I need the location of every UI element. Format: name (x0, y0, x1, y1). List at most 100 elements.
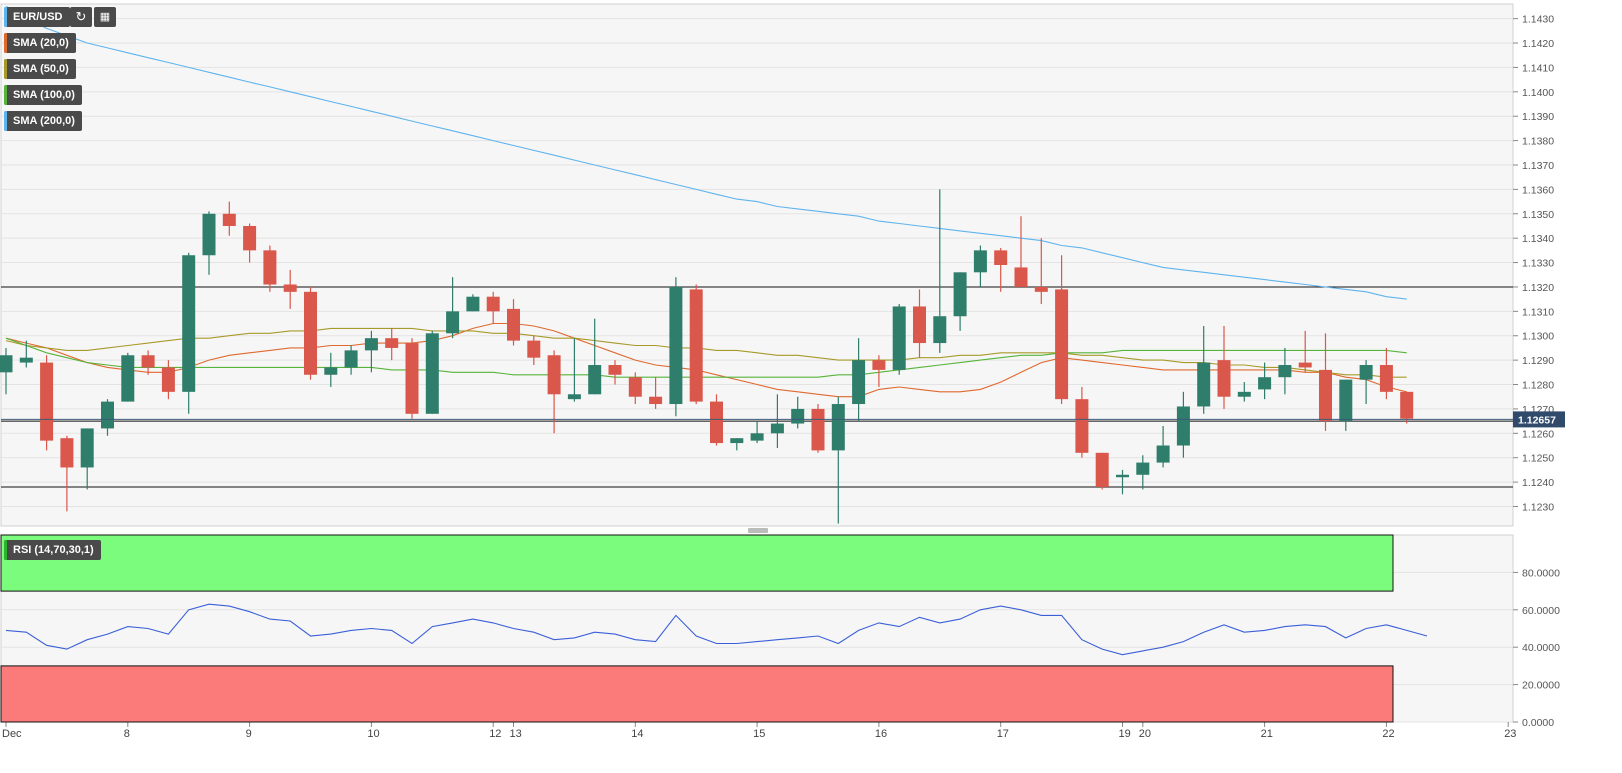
candle-body (1176, 406, 1190, 446)
refresh-icon[interactable]: ↻ (70, 7, 92, 27)
candle-body (1379, 365, 1393, 392)
rsi-label: RSI (14,70,30,1) (13, 544, 94, 556)
candle-body (101, 401, 114, 429)
candle-body (1258, 377, 1272, 390)
candle-body (121, 355, 135, 402)
price-tick-label: 1.1320 (1522, 282, 1554, 294)
sma200-tag[interactable]: SMA (200,0) (4, 111, 82, 131)
price-tick-label: 1.1390 (1522, 111, 1554, 123)
candle-body (0, 355, 13, 373)
candle-body (243, 225, 257, 251)
candle-body (608, 365, 622, 375)
candle-body (60, 438, 74, 468)
rsi-tick-label: 0.0000 (1522, 717, 1554, 729)
sma20-swatch (4, 33, 7, 53)
sma50-swatch (4, 59, 7, 79)
candle-body (1278, 365, 1292, 378)
candle-body (40, 362, 54, 441)
candle-body (324, 367, 338, 375)
date-tick-label: 8 (124, 728, 130, 740)
candle-body (750, 433, 764, 441)
candle-body (304, 291, 317, 375)
sma20-label: SMA (20,0) (13, 37, 69, 49)
candle-body (182, 255, 196, 392)
candle-body (283, 284, 297, 292)
price-tick-label: 1.1290 (1522, 355, 1554, 367)
candle-body (933, 316, 947, 344)
candle-body (141, 355, 155, 368)
date-tick-label: 12 (489, 728, 501, 740)
candle-body (1217, 360, 1231, 397)
candle-body (1197, 362, 1211, 407)
instrument-label: EUR/USD (13, 11, 63, 23)
candle-body (1014, 267, 1028, 287)
price-tick-label: 1.1420 (1522, 38, 1554, 50)
candle-body (892, 306, 906, 370)
candle-body (1095, 452, 1109, 487)
candle-body (1400, 391, 1414, 419)
sma-line-4 (5, 5, 1407, 300)
candle-body (811, 408, 825, 451)
rsi-tick-label: 60.0000 (1522, 605, 1560, 617)
price-tick-label: 1.1430 (1522, 14, 1554, 26)
price-tick-label: 1.1280 (1522, 380, 1554, 392)
rsi-tick-label: 40.0000 (1522, 642, 1560, 654)
date-tick-label: 15 (753, 728, 765, 740)
candle-body (446, 311, 460, 334)
candle-body (1034, 286, 1048, 292)
sma-lines (5, 5, 1407, 398)
panel-resize-handle[interactable] (748, 528, 768, 533)
rsi-tag[interactable]: RSI (14,70,30,1) (4, 540, 101, 560)
candle-body (1055, 289, 1069, 400)
instrument-swatch (4, 7, 7, 27)
candle-body (689, 289, 703, 402)
candle-body (1075, 399, 1089, 453)
candle-body (1298, 362, 1312, 368)
last-price-marker: 1.12657 (1, 411, 1565, 428)
price-tick-label: 1.1410 (1522, 62, 1554, 74)
date-tick-label: 9 (246, 728, 252, 740)
date-tick-label: 21 (1261, 728, 1273, 740)
price-panel-bg (0, 3, 1514, 527)
candle-body (1136, 462, 1150, 475)
candle-body (730, 438, 744, 444)
date-tick-label: 10 (367, 728, 379, 740)
candle-body (1319, 369, 1332, 422)
candle-body (669, 286, 683, 405)
candle-body (1359, 365, 1373, 380)
candle-body (791, 408, 805, 424)
sma50-tag[interactable]: SMA (50,0) (4, 59, 76, 79)
rsi-oversold-zone (0, 665, 1394, 723)
candle-body (385, 338, 399, 348)
sma20-tag[interactable]: SMA (20,0) (4, 33, 76, 53)
candle-body (486, 296, 500, 312)
price-tick-label: 1.1370 (1522, 160, 1554, 172)
date-tick-label: 23 (1504, 728, 1516, 740)
candle-body (466, 296, 480, 312)
rsi-zones (0, 534, 1394, 723)
candle-body (872, 360, 886, 370)
candle-body (405, 343, 419, 414)
rsi-tick-label: 80.0000 (1522, 567, 1560, 579)
candle-body (19, 357, 33, 363)
sma100-tag[interactable]: SMA (100,0) (4, 85, 82, 105)
date-tick-label: 16 (875, 728, 887, 740)
date-tick-label: 20 (1139, 728, 1151, 740)
calendar-icon[interactable]: ▦ (94, 7, 116, 27)
candle-body (588, 365, 602, 395)
candle-body (263, 250, 277, 285)
rsi-swatch (4, 540, 7, 560)
instrument-tag[interactable]: EUR/USD (4, 7, 70, 27)
sma-line-1 (5, 322, 1407, 398)
price-tick-label: 1.1230 (1522, 501, 1554, 513)
last-price-badge (1513, 411, 1565, 428)
rsi-line-group (5, 603, 1428, 656)
price-tick-label: 1.1400 (1522, 87, 1554, 99)
candle-body (364, 338, 378, 351)
candle-body (1237, 391, 1251, 397)
price-tick-label: 1.1260 (1522, 428, 1554, 440)
date-tick-label: 17 (997, 728, 1009, 740)
sma200-swatch (4, 111, 7, 131)
candle-body (710, 401, 723, 444)
